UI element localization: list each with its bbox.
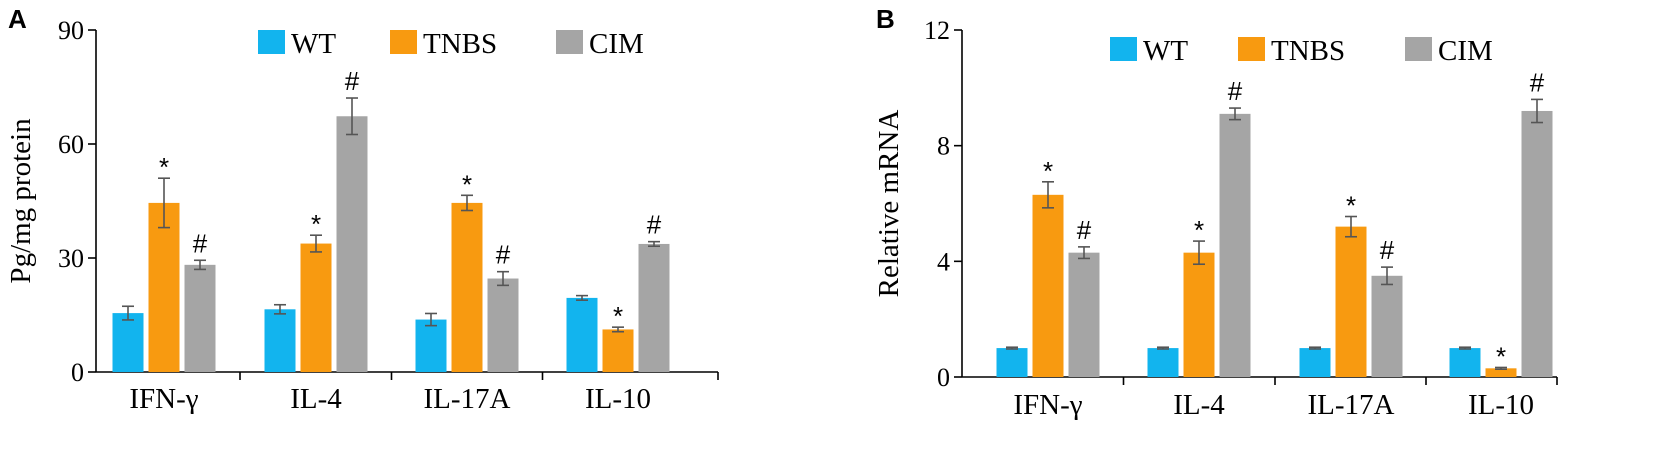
bar-cim-1 [1068,252,1100,377]
legend-label: CIM [1438,35,1493,67]
significance-hash: # [496,240,511,270]
legend-swatch-cim [1405,37,1432,61]
legend-label: TNBS [423,28,497,60]
significance-star: * [1043,156,1053,186]
bar-wt-2 [264,309,296,372]
bar-tnbs-1 [1032,194,1064,377]
y-tick-label: 30 [58,244,84,273]
legend-label: CIM [589,28,644,60]
significance-star: * [1194,215,1204,245]
significance-star: * [462,169,472,199]
bar-cim-3 [487,278,519,372]
x-tick-label: IL-10 [1468,389,1534,421]
bar-tnbs-4 [602,329,634,372]
bar-wt-3 [415,319,447,372]
significance-star: * [311,209,321,239]
bar-tnbs-2 [300,243,332,372]
bar-wt-3 [1299,348,1331,377]
bar-tnbs-3 [1335,226,1367,377]
significance-star: * [613,301,623,331]
bar-tnbs-1 [148,202,180,372]
bar-wt-1 [996,348,1028,377]
legend-swatch-cim [556,30,583,54]
x-tick-label: IL-17A [1308,389,1395,421]
y-axis-title: Relative mRNA [873,110,905,298]
legend-swatch-tnbs [1238,37,1265,61]
panel-label: A [8,4,27,34]
bar-wt-1 [112,313,144,372]
bar-wt-4 [566,297,598,372]
panel-label: B [876,4,895,34]
bar-cim-1 [184,264,216,372]
y-tick-label: 90 [58,16,84,45]
legend-label: WT [1143,35,1188,67]
significance-hash: # [1530,67,1545,97]
x-tick-label: IL-4 [1173,389,1225,421]
bar-cim-4 [1521,110,1553,377]
significance-hash: # [193,228,208,258]
y-tick-label: 0 [71,358,84,387]
significance-star: * [1346,191,1356,221]
x-tick-label: IL-10 [585,383,651,415]
bar-wt-4 [1449,348,1481,377]
x-tick-label: IL-4 [290,383,342,415]
bar-cim-2 [1219,113,1251,377]
y-tick-label: 12 [924,16,950,45]
bar-cim-4 [638,243,670,372]
y-tick-label: 8 [937,132,950,161]
significance-hash: # [1380,235,1395,265]
significance-hash: # [1228,76,1243,106]
chart-panel-a: A 0 30 60 90 Pg/mg protein IFN-γ IL-4 IL-17A IL-1… [5,4,719,415]
significance-hash: # [1077,215,1092,245]
legend-swatch-tnbs [390,30,417,54]
significance-star: * [159,152,169,182]
bar-tnbs-3 [451,202,483,372]
bar-cim-2 [336,116,368,372]
x-tick-label: IFN-γ [1013,389,1082,421]
legend-swatch-wt [1110,37,1137,61]
y-tick-label: 60 [58,130,84,159]
significance-hash: # [647,210,662,240]
x-tick-label: IL-17A [424,383,511,415]
y-tick-label: 4 [937,247,950,276]
bar-cim-3 [1371,275,1403,377]
legend-swatch-wt [258,30,285,54]
legend-label: WT [291,28,336,60]
chart-panel-b: B 0 4 8 12 Relative mRNA IFN-γ IL-4 IL-17A IL-10 *… [873,4,1558,421]
bar-tnbs-4 [1485,368,1517,377]
bar-wt-2 [1147,348,1179,377]
legend-label: TNBS [1271,35,1345,67]
bar-tnbs-2 [1183,252,1215,377]
significance-hash: # [345,66,360,96]
x-tick-label: IFN-γ [129,383,198,415]
y-axis-title: Pg/mg protein [5,118,37,284]
significance-star: * [1496,341,1506,371]
y-tick-label: 0 [937,363,950,392]
